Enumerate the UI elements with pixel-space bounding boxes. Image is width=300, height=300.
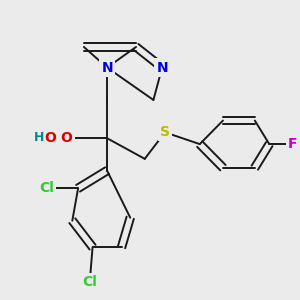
Text: N: N — [156, 61, 168, 75]
Text: H: H — [34, 131, 44, 144]
Text: Cl: Cl — [39, 181, 54, 195]
Text: O: O — [61, 131, 72, 145]
Text: O: O — [44, 131, 56, 145]
Text: Cl: Cl — [82, 275, 97, 290]
Text: N: N — [101, 61, 113, 75]
Text: S: S — [160, 125, 170, 139]
Text: F: F — [288, 137, 297, 151]
